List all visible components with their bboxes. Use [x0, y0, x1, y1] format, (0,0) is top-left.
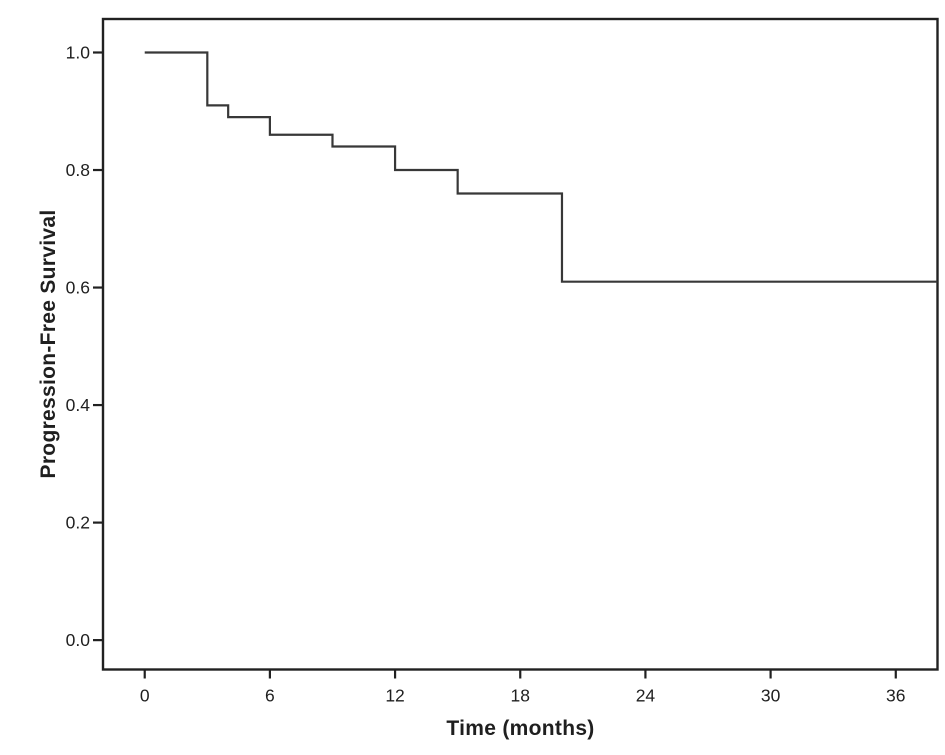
- x-tick-label: 24: [636, 686, 656, 706]
- x-tick-label: 36: [886, 686, 905, 706]
- x-tick-label: 0: [140, 686, 150, 706]
- survival-step-curve: [144, 51, 938, 283]
- y-tick-label: 1.0: [66, 42, 91, 62]
- x-tick-label: 30: [761, 686, 781, 706]
- y-tick-label: 0.6: [66, 278, 90, 298]
- x-tick-label: 6: [265, 686, 275, 706]
- y-tick-label: 0.0: [66, 630, 91, 650]
- x-axis-title: Time (months): [446, 717, 595, 740]
- y-axis-title: Progression-Free Survival: [37, 209, 60, 479]
- y-tick-label: 0.2: [66, 513, 90, 533]
- x-tick-label: 18: [511, 686, 530, 706]
- y-tick-label: 0.4: [66, 395, 91, 415]
- y-tick-label: 0.8: [66, 160, 90, 180]
- x-tick-label: 12: [385, 686, 404, 706]
